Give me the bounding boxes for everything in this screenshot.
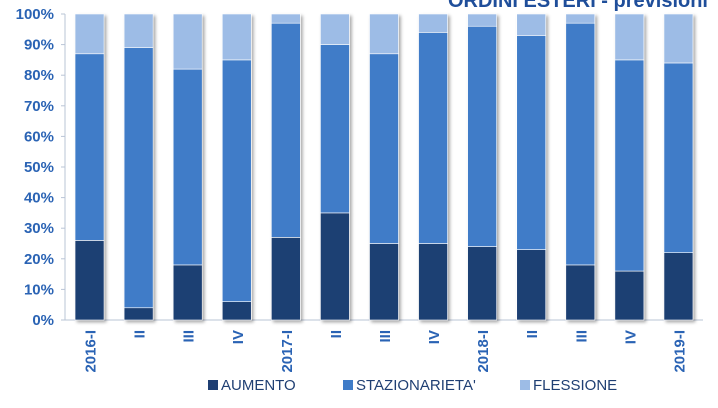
bar-segment-stazionarieta [123, 47, 154, 309]
x-tick-label: IV [622, 330, 639, 344]
bar-stack [516, 13, 547, 321]
x-tick-label: 2018-I [475, 330, 492, 373]
bar-segment-flessione [172, 13, 203, 70]
bar-segment-flessione [516, 13, 547, 36]
y-tick-label: 100% [16, 6, 54, 23]
y-tick-label: 40% [24, 190, 54, 207]
bar-segment-aumento [74, 240, 105, 321]
bar-stack [418, 13, 448, 321]
bar-segment-stazionarieta [172, 68, 203, 266]
y-tick-label: 10% [24, 281, 54, 298]
bar-segment-flessione [565, 13, 596, 24]
bar-segment-stazionarieta [221, 59, 252, 302]
bar-segment-aumento [614, 270, 645, 321]
y-tick-label: 20% [24, 251, 54, 268]
bar-stack [123, 13, 154, 321]
x-tick-label: II [524, 330, 541, 338]
bar-stack [320, 13, 350, 321]
y-tick-label: 50% [24, 159, 54, 176]
bar-segment-stazionarieta [565, 22, 596, 266]
bar-segment-flessione [663, 13, 694, 64]
bar-stack [663, 13, 694, 321]
bar-segment-flessione [221, 13, 252, 61]
bar-segment-stazionarieta [418, 32, 448, 244]
bar-segment-aumento [221, 301, 252, 321]
bar-stack [565, 13, 596, 321]
bar-segment-flessione [467, 13, 497, 27]
x-axis: 2016-I II III IV 2017-I II III IV 2018-I II III IV 2… [83, 330, 689, 373]
bar-segment-aumento [663, 252, 694, 321]
bar-segment-stazionarieta [271, 22, 301, 238]
bar-segment-flessione [74, 13, 105, 55]
bar-segment-stazionarieta [614, 59, 645, 272]
bar-segment-aumento [516, 249, 547, 321]
bars-area [74, 13, 694, 321]
y-tick-label: 80% [24, 67, 54, 84]
legend-label: STAZIONARIETA' [356, 377, 476, 394]
bar-stack [467, 13, 497, 321]
bar-segment-aumento [123, 307, 154, 321]
legend-swatch [208, 380, 218, 390]
bar-segment-aumento [172, 264, 203, 321]
bar-segment-flessione [123, 13, 154, 48]
y-tick-label: 90% [24, 37, 54, 54]
bar-segment-stazionarieta [320, 44, 350, 214]
bar-segment-stazionarieta [369, 53, 399, 244]
x-tick-label: III [377, 330, 394, 343]
bar-segment-flessione [271, 13, 301, 24]
y-tick-label: 60% [24, 128, 54, 145]
bar-stack [369, 13, 399, 321]
x-tick-label: IV [426, 330, 443, 344]
bar-segment-flessione [369, 13, 399, 55]
bar-segment-flessione [614, 13, 645, 61]
bar-stack [172, 13, 203, 321]
x-tick-label: 2016-I [83, 330, 100, 373]
bar-segment-stazionarieta [467, 25, 497, 247]
bar-stack [221, 13, 252, 321]
y-axis: 0% 10% 20% 30% 40% 50% 60% 70% 80% 90% 100% [16, 6, 703, 329]
bar-segment-stazionarieta [516, 35, 547, 250]
x-tick-label: 2017-I [279, 330, 296, 373]
x-tick-label: III [573, 330, 590, 343]
bar-segment-flessione [320, 13, 350, 45]
bar-stack [74, 13, 105, 321]
bar-segment-aumento [418, 243, 448, 321]
legend-label: AUMENTO [221, 377, 296, 394]
bar-segment-aumento [369, 243, 399, 321]
y-tick-label: 0% [32, 312, 54, 329]
x-tick-label: IV [230, 330, 247, 344]
x-tick-label: 2019-I [671, 330, 688, 373]
x-tick-label: II [328, 330, 345, 338]
bar-segment-stazionarieta [74, 53, 105, 241]
x-tick-label: III [181, 330, 198, 343]
legend-swatch [343, 380, 353, 390]
bar-stack [614, 13, 645, 321]
y-tick-label: 70% [24, 98, 54, 115]
x-tick-label: II [132, 330, 149, 338]
bar-stack [271, 13, 301, 321]
bar-segment-aumento [467, 246, 497, 321]
chart-title: ORDINI ESTERI - previsioni [447, 0, 708, 12]
legend-swatch [520, 380, 530, 390]
legend-label: FLESSIONE [533, 377, 617, 394]
legend: AUMENTO STAZIONARIETA' FLESSIONE [208, 377, 617, 394]
bar-segment-aumento [565, 264, 596, 321]
bar-segment-aumento [271, 237, 301, 321]
bar-segment-stazionarieta [663, 62, 694, 253]
y-tick-label: 30% [24, 220, 54, 237]
bar-segment-flessione [418, 13, 448, 33]
bar-segment-aumento [320, 212, 350, 321]
